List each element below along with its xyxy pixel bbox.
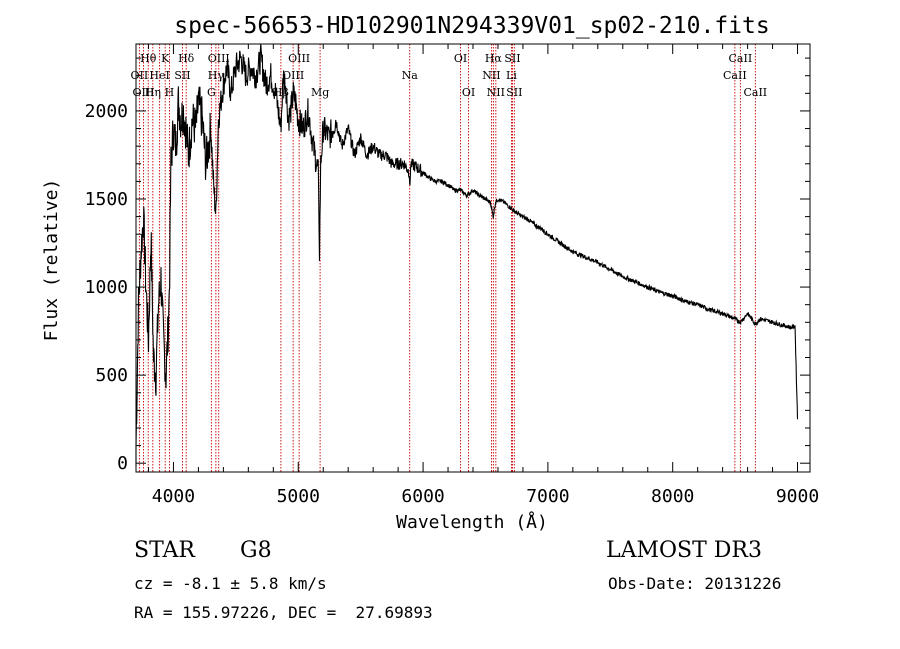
line-label-27: CaII bbox=[743, 86, 767, 99]
line-label-5: K bbox=[161, 52, 170, 65]
x-axis: 4000 5000 6000 7000 8000 9000 bbox=[147, 44, 819, 507]
line-label-7: H bbox=[165, 86, 175, 99]
y-axis: 0 500 1000 1500 2000 bbox=[85, 57, 810, 474]
y-tick-label-3: 1500 bbox=[85, 189, 128, 210]
x-axis-label: Wavelength (Å) bbox=[396, 511, 548, 533]
chart-title: spec-56653-HD102901N294339V01_sp02-210.f… bbox=[174, 13, 769, 39]
x-tick-label-2: 6000 bbox=[401, 486, 444, 507]
line-label-17: OI bbox=[454, 52, 467, 65]
redshift-readout: cz = -8.1 ± 5.8 km/s bbox=[134, 574, 327, 593]
line-label-25: CaII bbox=[729, 52, 753, 65]
line-label-13: OIII bbox=[282, 69, 304, 82]
x-tick-label-1: 5000 bbox=[277, 486, 320, 507]
line-label-3: HeI bbox=[149, 69, 169, 82]
plot-frame bbox=[135, 43, 811, 473]
line-label-24: SII bbox=[506, 86, 522, 99]
line-label-21: NII bbox=[487, 86, 505, 99]
y-tick-label-4: 2000 bbox=[85, 101, 128, 122]
object-class: STAR bbox=[134, 538, 195, 563]
x-tick-label-0: 4000 bbox=[152, 486, 195, 507]
line-label-18: OI bbox=[462, 86, 475, 99]
y-tick-label-0: 0 bbox=[117, 453, 128, 474]
line-label-22: SII bbox=[504, 52, 520, 65]
line-label-26: CaII bbox=[723, 69, 747, 82]
line-label-0: Hθ bbox=[140, 52, 157, 65]
line-label-16: Na bbox=[402, 69, 419, 82]
line-label-4: Hη bbox=[145, 86, 161, 99]
line-label-11: G bbox=[207, 86, 216, 99]
line-label-10: Hγ bbox=[208, 69, 225, 82]
line-label-12: OIII bbox=[288, 52, 310, 65]
observation-date: Obs-Date: 20131226 bbox=[608, 574, 782, 593]
y-tick-label-1: 500 bbox=[95, 365, 128, 386]
line-label-9: OIII bbox=[208, 52, 230, 65]
line-label-23: Li bbox=[506, 69, 517, 82]
x-tick-label-4: 8000 bbox=[651, 486, 694, 507]
y-tick-label-2: 1000 bbox=[85, 277, 128, 298]
x-tick-label-3: 7000 bbox=[526, 486, 569, 507]
line-label-8: Hδ bbox=[178, 52, 195, 65]
y-axis-label: Flux (relative) bbox=[41, 179, 62, 342]
line-label-19: Hα bbox=[485, 52, 503, 65]
line-label-15: Mg bbox=[311, 86, 329, 99]
line-label-20: NII bbox=[482, 69, 500, 82]
x-tick-label-5: 9000 bbox=[776, 486, 819, 507]
survey-name: LAMOST DR3 bbox=[606, 538, 762, 563]
coordinates-readout: RA = 155.97226, DEC = 27.69893 bbox=[134, 603, 433, 622]
line-label-6: SII bbox=[174, 69, 190, 82]
spectral-subclass: G8 bbox=[240, 538, 272, 563]
spectrum-line bbox=[135, 44, 799, 467]
emission-line-markers bbox=[138, 44, 756, 472]
line-label-2: OIII bbox=[132, 86, 154, 99]
